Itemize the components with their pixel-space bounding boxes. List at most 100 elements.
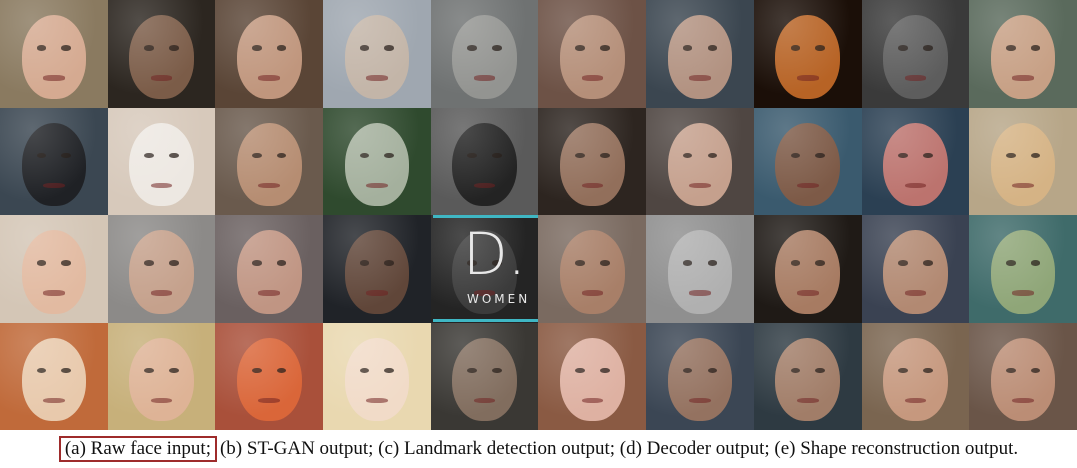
face-shape <box>21 337 87 422</box>
right-eye <box>492 367 502 374</box>
left-eye <box>36 45 47 51</box>
left-eye <box>682 45 693 51</box>
right-eye <box>922 152 933 159</box>
caption-part-a-highlighted: (a) Raw face input; <box>58 436 217 462</box>
left-eye <box>790 260 801 266</box>
face-image-r4-c2 <box>107 322 216 430</box>
mouth <box>43 290 65 296</box>
face-image-r4-c4 <box>323 322 431 430</box>
right-eye <box>492 152 502 159</box>
mouth <box>258 75 280 81</box>
mouth <box>1012 75 1034 81</box>
face-image-r1-c1 <box>0 0 108 108</box>
face-image-r1-c8 <box>753 0 862 108</box>
right-eye <box>815 45 825 51</box>
mouth <box>1012 182 1034 189</box>
right-eye <box>599 152 610 159</box>
left-eye <box>790 367 801 374</box>
face-shape <box>452 122 517 207</box>
right-eye <box>384 45 395 51</box>
light-overlay <box>969 322 1077 430</box>
light-overlay <box>969 0 1077 108</box>
face-shape <box>21 122 87 207</box>
left-eye <box>467 367 478 374</box>
face-image-r2-c10 <box>969 107 1077 215</box>
mouth <box>258 182 280 189</box>
left-eye <box>144 152 154 159</box>
light-overlay <box>646 107 754 215</box>
right-eye <box>599 260 610 266</box>
light-overlay <box>646 322 754 430</box>
right-eye <box>599 45 610 51</box>
left-eye <box>144 45 154 51</box>
face-image-r1-c9 <box>861 0 970 108</box>
face-shape <box>883 230 948 314</box>
mouth <box>150 182 173 189</box>
left-eye <box>1005 45 1016 51</box>
face-shape <box>775 122 841 207</box>
light-overlay <box>538 0 647 108</box>
left-eye <box>467 260 478 266</box>
face-shape <box>344 122 410 207</box>
left-eye <box>252 45 262 51</box>
face-shape <box>883 122 948 207</box>
mouth <box>581 397 604 404</box>
right-eye <box>1030 152 1041 159</box>
left-eye <box>144 367 154 374</box>
mouth <box>689 182 711 189</box>
mouth <box>43 182 65 189</box>
left-eye <box>359 260 370 266</box>
mouth <box>366 75 388 81</box>
mouth <box>904 397 927 404</box>
face-image-r3-c8 <box>753 215 862 323</box>
light-overlay <box>753 322 862 430</box>
face-image-r2-c4 <box>323 107 431 215</box>
face-image-r4-c7 <box>646 322 754 430</box>
mouth <box>689 397 711 404</box>
right-eye <box>1030 45 1041 51</box>
light-overlay <box>861 322 970 430</box>
face-image-r4-c10 <box>969 322 1077 430</box>
face-shape <box>129 15 194 99</box>
mouth <box>473 397 496 404</box>
face-image-r3-c7 <box>646 215 754 323</box>
mouth <box>258 397 280 404</box>
face-image-r2-c5 <box>430 107 539 215</box>
face-shape <box>775 337 841 422</box>
light-overlay <box>430 322 539 430</box>
face-shape <box>990 122 1056 207</box>
face-image-r4-c8 <box>753 322 862 430</box>
face-image-r3-c4 <box>323 215 431 323</box>
face-shape <box>775 230 841 314</box>
face-image-r1-c6 <box>538 0 647 108</box>
light-overlay <box>430 215 539 323</box>
light-overlay <box>861 107 970 215</box>
left-eye <box>359 152 370 159</box>
face-shape <box>236 122 302 207</box>
face-image-r3-c1 <box>0 215 108 323</box>
left-eye <box>682 260 693 266</box>
light-overlay <box>0 0 108 108</box>
left-eye <box>790 45 801 51</box>
face-shape <box>560 230 625 314</box>
light-overlay <box>753 107 862 215</box>
light-overlay <box>538 322 647 430</box>
face-shape <box>883 15 948 99</box>
left-eye <box>790 152 801 159</box>
right-eye <box>1030 260 1041 266</box>
face-shape <box>667 122 733 207</box>
face-image-r2-c9 <box>861 107 970 215</box>
mouth <box>689 290 711 296</box>
face-image-r3-c3 <box>215 215 324 323</box>
right-eye <box>169 45 179 51</box>
face-image-r3-c10 <box>969 215 1077 323</box>
light-overlay <box>323 322 431 430</box>
face-shape <box>344 230 410 314</box>
left-eye <box>36 260 47 266</box>
left-eye <box>467 45 478 51</box>
face-shape <box>990 15 1056 99</box>
left-eye <box>359 45 370 51</box>
face-image-r2-c7 <box>646 107 754 215</box>
light-overlay <box>107 0 216 108</box>
face-shape <box>667 230 733 314</box>
